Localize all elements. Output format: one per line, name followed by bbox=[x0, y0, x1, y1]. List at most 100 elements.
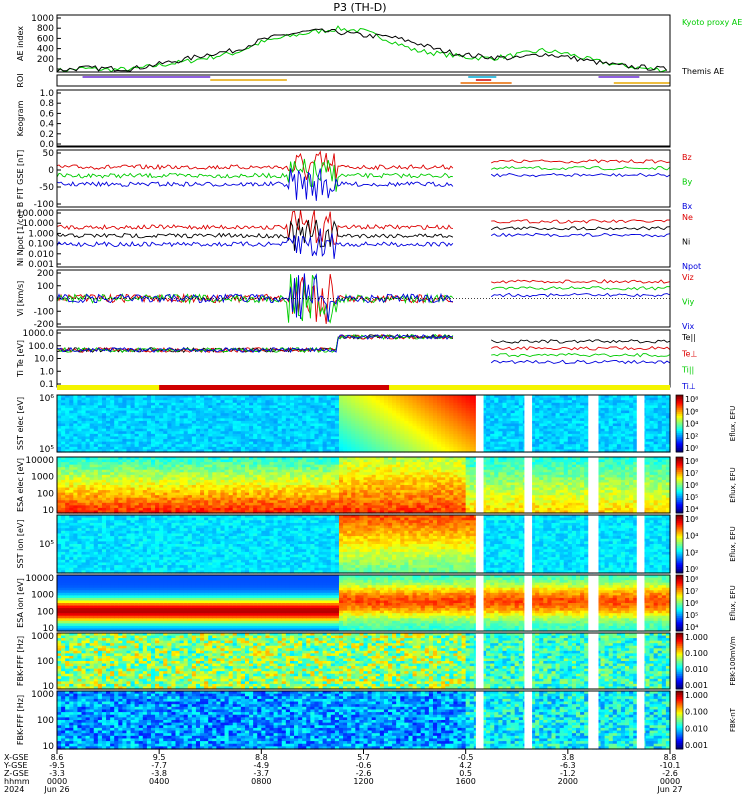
heatmap-cell bbox=[138, 400, 144, 404]
heatmap-cell bbox=[445, 439, 450, 443]
heatmap-cell bbox=[134, 413, 140, 417]
heatmap-cell bbox=[77, 428, 83, 432]
heatmap-cell bbox=[134, 449, 140, 453]
heatmap-cell bbox=[265, 439, 271, 443]
heatmap-cell bbox=[388, 413, 393, 417]
heatmap-cell bbox=[420, 444, 426, 448]
heatmap-cell bbox=[432, 444, 438, 448]
heatmap-cell bbox=[343, 423, 348, 427]
heatmap-cell bbox=[445, 431, 450, 435]
heatmap-cell bbox=[432, 439, 438, 443]
heatmap-cell bbox=[155, 397, 160, 401]
heatmap-cell bbox=[432, 420, 438, 425]
heatmap-cell bbox=[404, 402, 410, 406]
heatmap-cell bbox=[142, 428, 148, 432]
heatmap-cell bbox=[265, 449, 271, 453]
heatmap-cell bbox=[187, 433, 193, 438]
heatmap-cell bbox=[101, 405, 107, 409]
heatmap-cell bbox=[330, 413, 336, 417]
heatmap-cell bbox=[412, 439, 418, 443]
heatmap-cell bbox=[167, 433, 173, 438]
heatmap-cell bbox=[114, 444, 119, 448]
heatmap-cell bbox=[302, 441, 307, 445]
heatmap-cell bbox=[220, 423, 226, 427]
heatmap-cell bbox=[379, 410, 385, 414]
heatmap-cell bbox=[195, 431, 201, 435]
heatmap-cell bbox=[253, 423, 258, 427]
heatmap-cell bbox=[81, 444, 87, 448]
heatmap-cell bbox=[142, 405, 148, 409]
heatmap-cell bbox=[146, 402, 152, 406]
heatmap-cell bbox=[343, 395, 348, 399]
heatmap-cell bbox=[408, 415, 414, 419]
heatmap-cell bbox=[285, 446, 291, 451]
panel-bg-temperature bbox=[57, 330, 670, 387]
heatmap-cell bbox=[294, 418, 299, 422]
heatmap-cell bbox=[428, 431, 434, 435]
heatmap-cell bbox=[155, 449, 160, 453]
heatmap-cell bbox=[77, 433, 83, 438]
heatmap-cell bbox=[273, 413, 279, 417]
heatmap-cell bbox=[204, 449, 209, 453]
heatmap-cell bbox=[110, 407, 115, 412]
heatmap-cell bbox=[302, 405, 307, 409]
heatmap-cell bbox=[195, 402, 201, 406]
heatmap-cell bbox=[432, 441, 438, 445]
heatmap-cell bbox=[101, 418, 107, 422]
heatmap-cell bbox=[69, 407, 74, 412]
heatmap-cell bbox=[359, 413, 365, 417]
heatmap-cell bbox=[73, 449, 79, 453]
heatmap-cell bbox=[159, 431, 164, 435]
heatmap-cell bbox=[167, 410, 173, 414]
heatmap-cell bbox=[281, 449, 287, 453]
heatmap-cell bbox=[175, 433, 181, 438]
heatmap-cell bbox=[355, 428, 361, 432]
heatmap-cell bbox=[355, 407, 361, 412]
heatmap-cell bbox=[146, 415, 152, 419]
heatmap-cell bbox=[383, 402, 389, 406]
heatmap-cell bbox=[383, 433, 389, 438]
heatmap-cell bbox=[314, 415, 320, 419]
heatmap-cell bbox=[200, 439, 205, 443]
heatmap-cell bbox=[106, 413, 111, 417]
heatmap-cell bbox=[306, 423, 311, 427]
heatmap-cell bbox=[432, 428, 438, 432]
ytick-temperature: 1000.0 bbox=[23, 329, 55, 339]
heatmap-cell bbox=[216, 397, 222, 401]
heatmap-cell bbox=[93, 418, 99, 422]
heatmap-cell bbox=[244, 426, 250, 430]
heatmap-cell bbox=[122, 405, 128, 409]
heatmap-cell bbox=[57, 431, 62, 435]
heatmap-cell bbox=[379, 449, 385, 453]
ytick-sst_e: 10⁵ bbox=[39, 445, 54, 455]
heatmap-cell bbox=[314, 441, 320, 445]
heatmap-cell bbox=[146, 395, 152, 399]
heatmap-cell bbox=[355, 402, 361, 406]
heatmap-cell bbox=[257, 446, 262, 451]
heatmap-cell bbox=[396, 410, 401, 414]
heatmap-cell bbox=[379, 428, 385, 432]
heatmap-cell bbox=[371, 444, 377, 448]
heatmap-cell bbox=[249, 395, 254, 399]
heatmap-cell bbox=[392, 410, 397, 414]
heatmap-cell bbox=[355, 410, 361, 414]
heatmap-cell bbox=[322, 397, 328, 401]
heatmap-cell bbox=[232, 400, 238, 404]
heatmap-cell bbox=[326, 423, 332, 427]
heatmap-cell bbox=[142, 395, 148, 399]
heatmap-cell bbox=[273, 397, 279, 401]
heatmap-cell bbox=[428, 402, 434, 406]
heatmap-cell bbox=[183, 439, 189, 443]
heatmap-cell bbox=[101, 449, 107, 453]
heatmap-cell bbox=[61, 444, 66, 448]
heatmap-cell bbox=[281, 397, 287, 401]
ylabel-velocity: Vi [km/s] bbox=[16, 281, 25, 317]
heatmap-cell bbox=[338, 431, 344, 435]
heatmap-cell bbox=[310, 436, 316, 440]
ytick-esa_e: 100 bbox=[37, 489, 54, 499]
heatmap-cell bbox=[322, 441, 328, 445]
heatmap-cell bbox=[383, 397, 389, 401]
heatmap-cell bbox=[424, 449, 430, 453]
heatmap-cell bbox=[281, 415, 287, 419]
heatmap-cell bbox=[437, 431, 442, 435]
